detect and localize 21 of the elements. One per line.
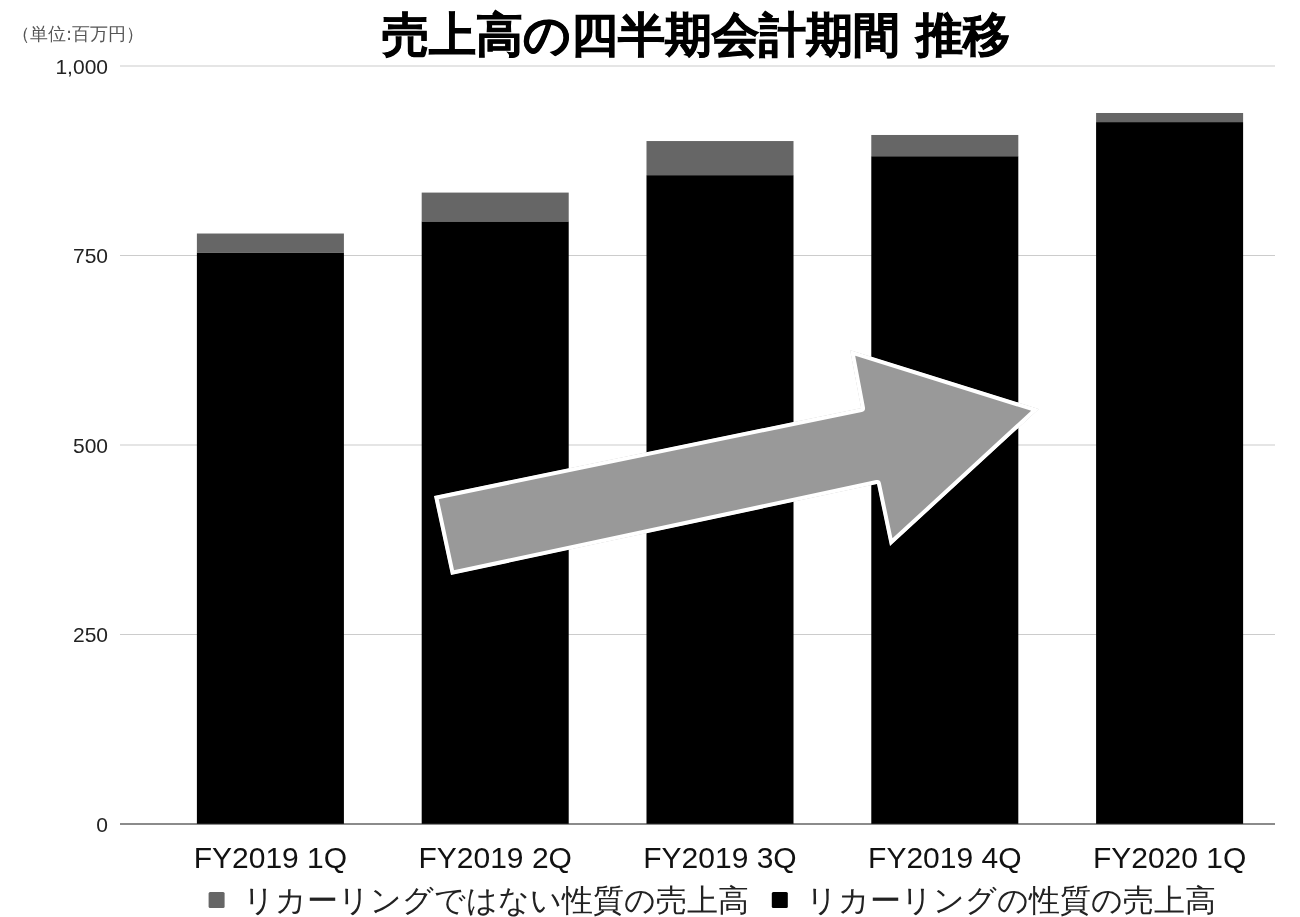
bar xyxy=(871,134,1019,157)
y-axis-title: （単位:百万円） xyxy=(12,22,145,44)
legend-label: リカーリングの性質の売上高 xyxy=(805,882,1216,917)
bar xyxy=(196,252,344,824)
x-tick-label: FY2019 1Q xyxy=(193,840,348,874)
y-tick-label: 1,000 xyxy=(55,54,108,78)
y-tick-label: 250 xyxy=(72,623,108,646)
bar xyxy=(1096,122,1244,824)
x-tick-label: FY2019 2Q xyxy=(418,840,572,874)
bar xyxy=(1096,113,1244,123)
y-tick-label: 750 xyxy=(72,244,108,267)
legend-label: リカーリングではない性質の売上高 xyxy=(242,882,749,917)
x-tick-label: FY2019 4Q xyxy=(868,840,1022,874)
x-tick-label: FY2020 1Q xyxy=(1092,840,1247,874)
y-tick-label: 500 xyxy=(72,433,108,457)
bar xyxy=(421,192,569,222)
x-tick-label: FY2019 3Q xyxy=(643,840,797,874)
bar xyxy=(646,141,794,176)
y-tick-label: 0 xyxy=(96,812,108,836)
bar xyxy=(196,233,344,253)
chart-title: 売上高の四半期会計期間 推移 xyxy=(381,7,1011,62)
